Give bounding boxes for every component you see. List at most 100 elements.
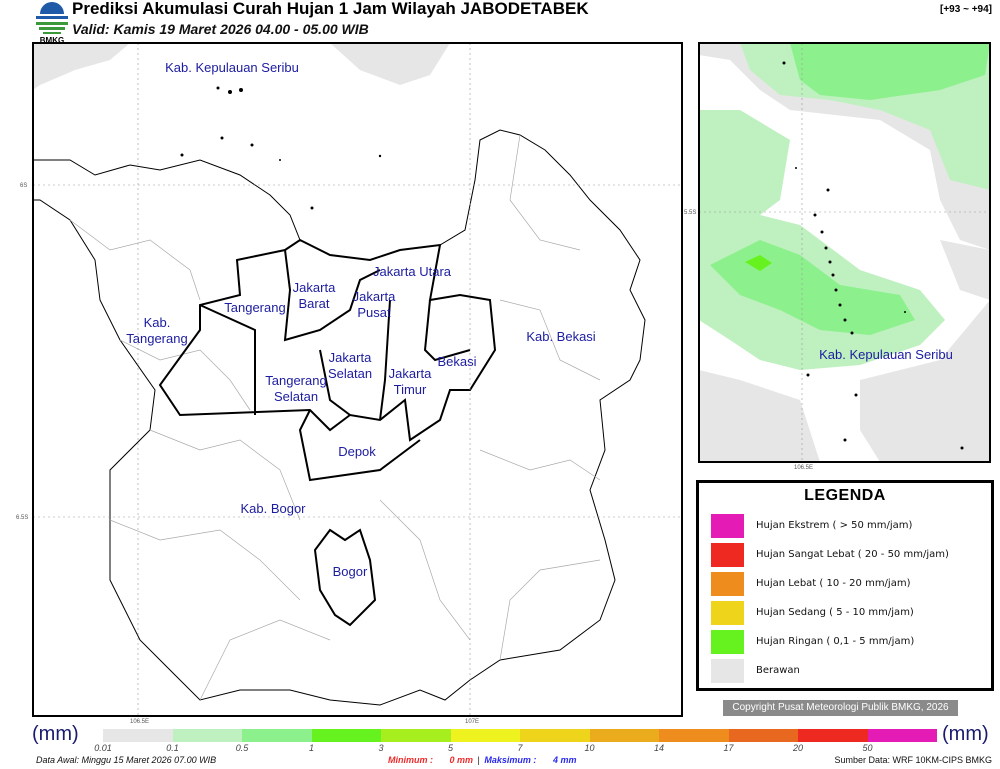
region-label-line: Tangerang — [265, 373, 326, 388]
inset-map — [699, 43, 990, 462]
colorbar-tick: 17 — [723, 743, 734, 753]
colorbar-tick: 20 — [792, 743, 804, 753]
colorbar-tick: 50 — [862, 743, 873, 753]
colorbar-segment — [311, 729, 381, 742]
legend-label: Hujan Lebat ( 10 - 20 mm/jam) — [756, 578, 911, 589]
colorbar — [103, 729, 937, 742]
legend-item: Hujan Ringan ( 0,1 - 5 mm/jam) — [711, 627, 991, 656]
legend-swatch — [711, 571, 744, 596]
legend-item: Berawan — [711, 656, 991, 685]
colorbar-tick: 3 — [378, 743, 384, 753]
inset-islands — [782, 61, 964, 450]
main-map — [33, 43, 682, 716]
legend: LEGENDA Hujan Ekstrem ( > 50 mm/jam) Huja… — [696, 480, 994, 691]
min-label: Minimum : — [388, 755, 433, 765]
map-frame — [32, 42, 683, 717]
colorbar-segment — [867, 729, 937, 742]
legend-label: Hujan Ringan ( 0,1 - 5 mm/jam) — [756, 636, 915, 647]
region-label: Tangerang Selatan — [265, 373, 326, 404]
region-label: Kab. Bekasi — [526, 329, 595, 344]
colorbar-segment — [728, 729, 798, 742]
region-label-line: Jakarta — [353, 289, 396, 304]
svg-text:BMKG: BMKG — [40, 36, 64, 44]
region-label-line: Jakarta — [293, 280, 336, 295]
region-label-line: Selatan — [328, 366, 372, 381]
region-label-line: Kab. Bekasi — [526, 329, 595, 344]
legend-swatch — [711, 513, 744, 538]
legend-item: Hujan Lebat ( 10 - 20 mm/jam) — [711, 569, 991, 598]
lat-tick: 6S — [20, 183, 27, 189]
forecast-range: [+93 ~ +94] — [940, 4, 992, 15]
unit-label-left: (mm) — [32, 723, 79, 745]
colorbar-tick: 10 — [584, 743, 595, 753]
colorbar-tick: 5 — [447, 743, 454, 753]
inset-lat-tick: 5.5S — [684, 210, 696, 216]
region-label-line: Pusat — [357, 305, 391, 320]
colorbar-segment — [172, 729, 242, 742]
region-label: Jakarta Timur — [389, 366, 432, 397]
max-value: 4 mm — [552, 755, 577, 765]
region-label-line: Bekasi — [437, 354, 476, 369]
region-label-line: Jakarta — [329, 350, 372, 365]
region-label: Kab. Bogor — [240, 501, 306, 516]
district-lines — [69, 134, 601, 701]
region-label: Jakarta Pusat — [353, 289, 396, 320]
region-label-line: Barat — [298, 296, 329, 311]
min-value: 0 mm — [449, 755, 474, 765]
colorbar-segment — [103, 729, 173, 742]
colorbar-tick: 0.5 — [235, 743, 249, 753]
cloud-area — [330, 43, 450, 85]
region-label-line: Tangerang — [224, 300, 285, 315]
graticule — [33, 43, 682, 716]
legend-label: Hujan Ekstrem ( > 50 mm/jam) — [756, 520, 913, 531]
inset-lon-tick: 106.5E — [794, 465, 813, 471]
region-label-line: Kab. Bogor — [240, 501, 306, 516]
region-label: Bogor — [333, 564, 368, 579]
legend-title: LEGENDA — [804, 487, 886, 504]
city-boundaries — [158, 238, 497, 627]
map-title: Prediksi Akumulasi Curah Hujan 1 Jam Wil… — [72, 0, 589, 18]
legend-label: Hujan Sangat Lebat ( 20 - 50 mm/jam) — [756, 549, 949, 560]
region-label: Bekasi — [437, 354, 476, 369]
cloud-area — [33, 43, 130, 90]
copyright: Copyright Pusat Meteorologi Publik BMKG,… — [723, 700, 958, 716]
region-label-line: Tangerang — [126, 331, 187, 346]
region-label: Jakarta Barat — [293, 280, 336, 311]
colorbar-tick: 0.01 — [94, 743, 112, 753]
legend-label: Berawan — [756, 665, 800, 676]
region-label: Depok — [338, 444, 376, 459]
lon-tick: 107E — [465, 719, 479, 725]
region-label: Kab. Tangerang — [126, 315, 187, 346]
region-label-line: Selatan — [274, 389, 318, 404]
colorbar-segment — [381, 729, 451, 742]
separator: | — [477, 755, 480, 765]
data-awal: Data Awal: Minggu 15 Maret 2026 07.00 WI… — [36, 755, 217, 765]
inset-region-label: Kab. Kepulauan Seribu — [819, 347, 953, 362]
colorbar-tick: 7 — [517, 743, 523, 753]
colorbar-tick: 14 — [653, 743, 665, 753]
legend-swatch — [711, 658, 744, 683]
lat-tick: 6.5S — [16, 515, 28, 521]
legend-swatch — [711, 600, 744, 625]
bmkg-logo: BMKG — [36, 2, 68, 44]
region-labels: Kab. Kepulauan Seribu Jakarta Utara Jakart… — [126, 60, 596, 579]
region-label-line: Timur — [394, 382, 427, 397]
colorbar-segment — [659, 729, 729, 742]
region-label-line: Kab. Kepulauan Seribu — [165, 60, 299, 75]
islands — [180, 86, 382, 210]
data-source: Sumber Data: WRF 10KM-CIPS BMKG — [834, 755, 992, 765]
region-label-line: Kab. — [144, 315, 171, 330]
colorbar-segment — [520, 729, 590, 742]
region-label-line: Jakarta — [389, 366, 432, 381]
region-label: Jakarta Selatan — [328, 350, 372, 381]
region-label: Kab. Kepulauan Seribu — [165, 60, 299, 75]
inset-frame — [698, 42, 991, 463]
colorbar-segment — [450, 729, 520, 742]
legend-swatch — [711, 629, 744, 654]
colorbar-segment — [589, 729, 659, 742]
region-label-line: Jakarta Utara — [373, 264, 452, 279]
max-label: Maksimum : — [484, 755, 537, 765]
legend-swatch — [711, 542, 744, 567]
legend-item: Hujan Sedang ( 5 - 10 mm/jam) — [711, 598, 991, 627]
